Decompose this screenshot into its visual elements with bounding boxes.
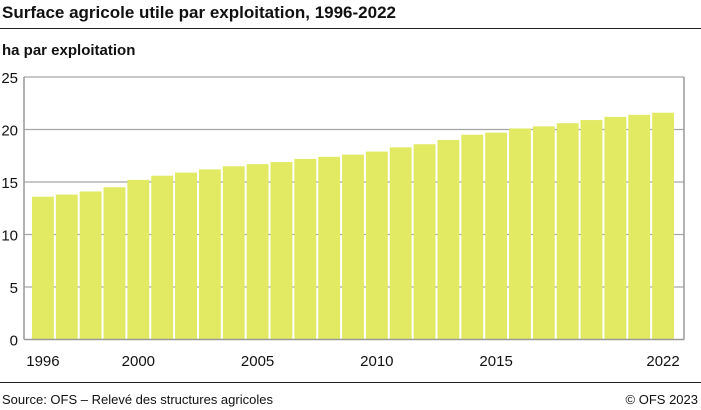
bar-2022: [652, 112, 674, 340]
bar-2009: [342, 154, 364, 340]
source-note: Source: OFS – Relevé des structures agri…: [2, 392, 273, 407]
bar-1996: [32, 196, 54, 340]
bar-1999: [103, 187, 126, 340]
bar-1997: [55, 194, 78, 340]
chart-title: Surface agricole utile par exploitation,…: [2, 3, 396, 22]
y-tick-label: 15: [1, 175, 18, 192]
x-tick-label: 2005: [241, 353, 274, 370]
copyright: © OFS 2023: [625, 392, 698, 407]
x-tick-label: 2000: [122, 353, 155, 370]
bar-2020: [604, 116, 627, 340]
bar-2013: [437, 140, 460, 340]
y-tick-label: 25: [1, 70, 18, 87]
y-tick-label: 20: [1, 123, 18, 140]
footer-rule: [0, 382, 701, 383]
bar-2000: [127, 179, 150, 340]
bar-2018: [556, 123, 579, 340]
x-tick-label: 1996: [26, 353, 59, 370]
bar-2014: [461, 134, 484, 340]
bar-2002: [175, 172, 197, 340]
bar-2016: [509, 128, 531, 340]
bar-2019: [580, 120, 603, 340]
bar-2008: [318, 156, 341, 340]
bar-2021: [628, 114, 651, 340]
bar-2010: [365, 151, 388, 340]
bar-2006: [270, 162, 293, 340]
bar-2001: [151, 175, 174, 340]
bar-2011: [389, 147, 412, 340]
y-tick-label: 0: [10, 333, 18, 350]
x-tick-label: 2010: [360, 353, 393, 370]
bar-1998: [79, 191, 102, 340]
bar-2005: [246, 164, 269, 340]
bar-2015: [485, 132, 508, 340]
title-rule: [0, 28, 701, 29]
y-axis-label: ha par exploitation: [2, 42, 136, 59]
y-tick-label: 10: [1, 228, 18, 245]
x-tick-label: 2022: [646, 353, 679, 370]
bar-2017: [532, 126, 555, 340]
bar-2003: [198, 169, 221, 340]
bar-2012: [413, 144, 436, 340]
y-tick-label: 5: [10, 280, 18, 297]
bar-2004: [222, 166, 245, 340]
bar-2007: [294, 158, 317, 340]
x-tick-label: 2015: [479, 353, 512, 370]
